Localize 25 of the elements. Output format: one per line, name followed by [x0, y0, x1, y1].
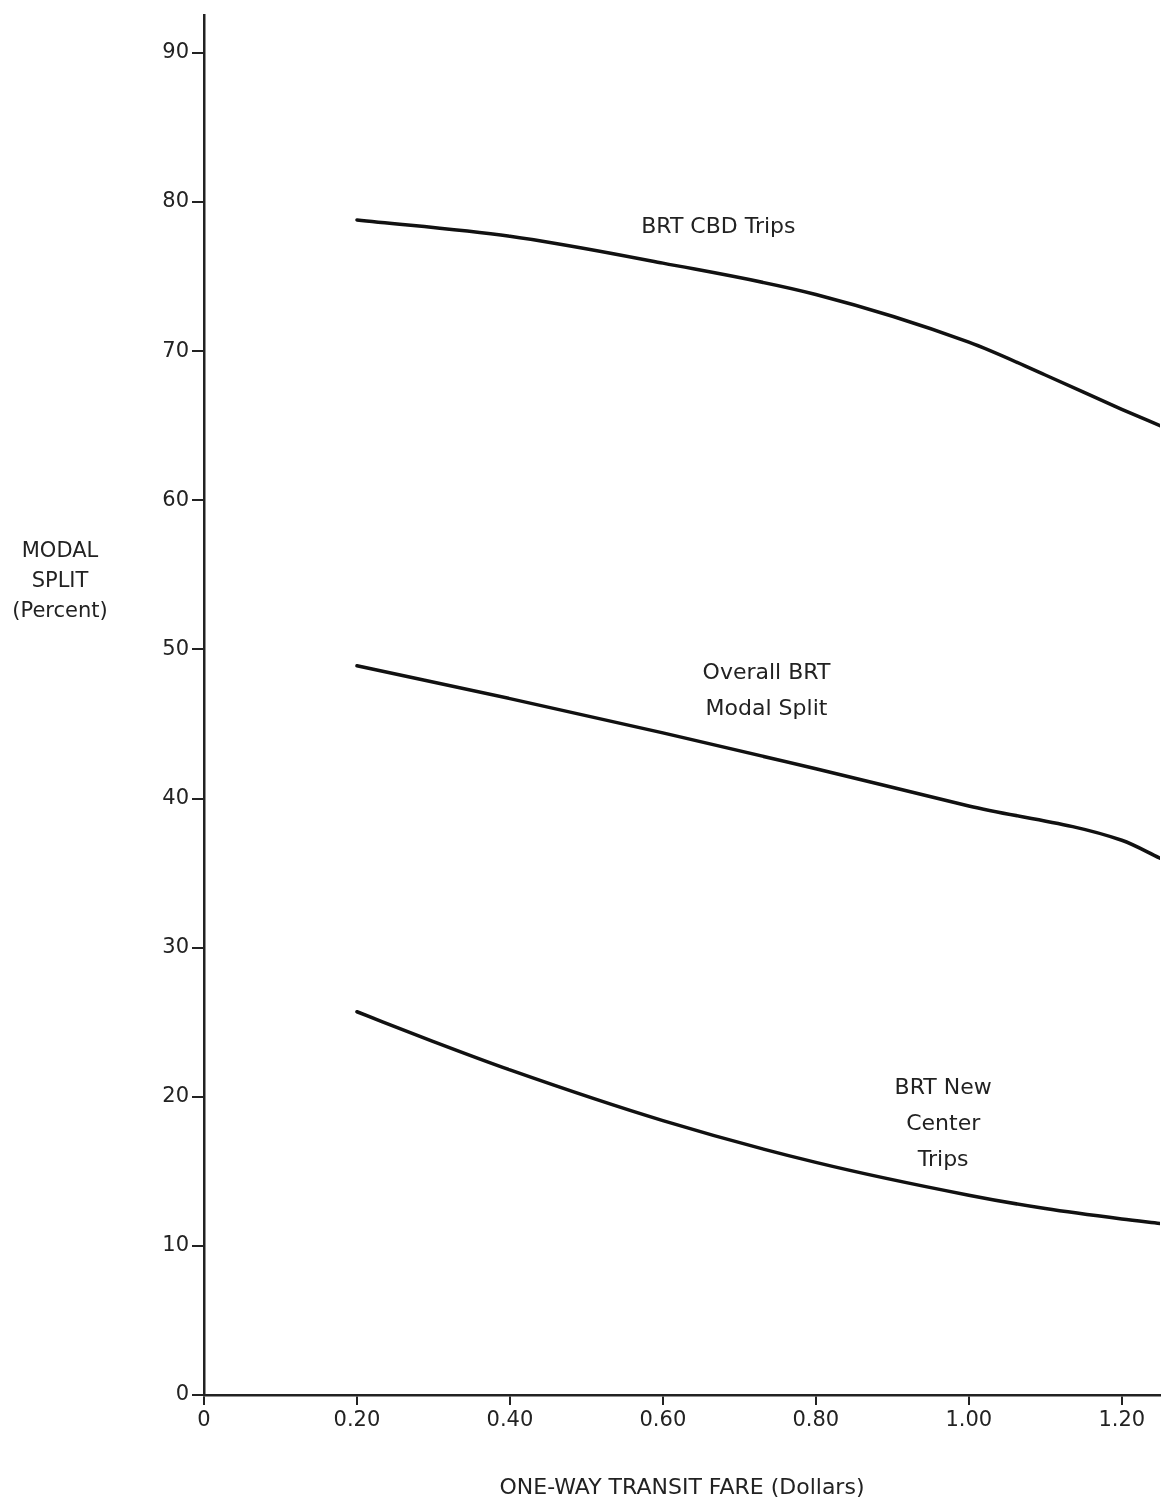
x-tick-label: 0.80	[792, 1407, 840, 1432]
series-label: BRT New Center Trips	[894, 1074, 992, 1172]
y-tick-label: 0	[175, 1381, 189, 1406]
y-tick-label: 70	[162, 337, 189, 362]
x-tick-label: 1.20	[1098, 1407, 1146, 1432]
x-tick-label: 0	[197, 1407, 211, 1432]
y-tick-label: 10	[162, 1232, 189, 1257]
y-tick-label: 80	[162, 188, 189, 213]
x-axis-title: ONE-WAY TRANSIT FARE (Dollars)	[499, 1473, 865, 1499]
y-tick-label: 20	[162, 1083, 189, 1108]
y-axis-title: MODAL SPLIT (Percent)	[11, 537, 109, 624]
y-tick-label: 50	[162, 635, 189, 660]
series-label: Overall BRT Modal Split	[702, 658, 831, 720]
y-tick-label: 40	[162, 784, 189, 809]
x-tick-label: 0.40	[486, 1407, 534, 1432]
y-tick-label: 90	[162, 39, 189, 64]
x-tick-label: 1.00	[945, 1407, 993, 1432]
series-label: BRT CBD Trips	[641, 213, 796, 239]
line-series	[355, 664, 1160, 860]
x-tick-label: 0.60	[639, 1407, 687, 1432]
x-tick-label: 0.20	[333, 1407, 381, 1432]
y-tick-label: 60	[162, 486, 189, 511]
line-series	[355, 1010, 1160, 1226]
y-tick-label: 30	[162, 934, 189, 959]
line-series	[355, 218, 1160, 428]
